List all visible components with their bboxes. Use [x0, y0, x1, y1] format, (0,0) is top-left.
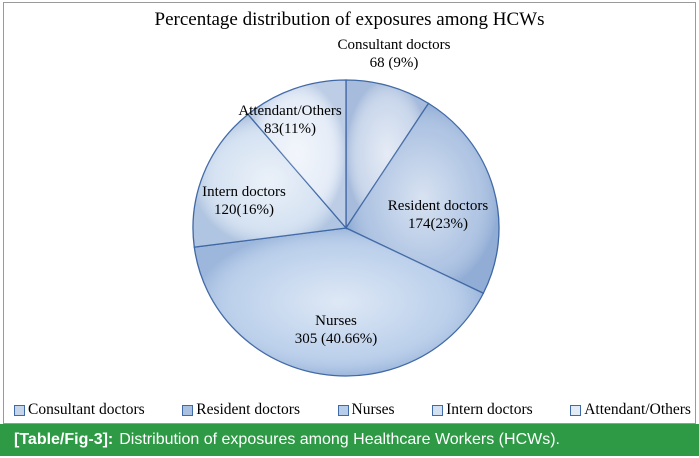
legend-label-intern-doctors: Intern doctors [446, 401, 533, 418]
slice-label-intern-doctors: Intern doctors [202, 184, 286, 200]
pie-chart: Consultant doctors 68 (9%) Resident doctor… [192, 37, 500, 377]
slice-label-attendant-others: Attendant/Others [238, 103, 341, 119]
chart-legend: Consultant doctors Resident doctors Nurses… [14, 401, 691, 419]
legend-swatch-attendant-others [570, 404, 582, 416]
legend-label-nurses: Nurses [351, 401, 395, 418]
legend-label-resident-doctors: Resident doctors [196, 401, 300, 418]
caption-text: Distribution of exposures among Healthca… [119, 431, 560, 448]
chart-frame: Percentage distribution of exposures amo… [3, 2, 696, 424]
figure-caption: [Table/Fig-3]: Distribution of exposures… [0, 424, 699, 456]
pie-slice-shade-consultant-doctors [346, 80, 429, 228]
slice-label-resident-doctors: Resident doctors [388, 198, 489, 214]
slice-label-consultant-doctors: Consultant doctors [338, 37, 451, 53]
legend-item-consultant-doctors: Consultant doctors [14, 401, 145, 419]
pie-slice-shade-intern-doctors [193, 114, 346, 248]
legend-item-resident-doctors: Resident doctors [182, 401, 300, 419]
legend-label-consultant-doctors: Consultant doctors [28, 401, 145, 418]
legend-label-attendant-others: Attendant/Others [584, 401, 691, 418]
slice-value-resident-doctors: 174(23%) [408, 216, 468, 232]
legend-swatch-consultant-doctors [14, 404, 25, 416]
caption-label: [Table/Fig-3]: [14, 431, 114, 448]
legend-item-nurses: Nurses [337, 401, 395, 419]
pie-slice-shade-nurses [194, 228, 484, 377]
legend-swatch-intern-doctors [432, 404, 444, 416]
slice-value-intern-doctors: 120(16%) [214, 202, 274, 218]
slice-label-nurses: Nurses [315, 313, 357, 329]
legend-item-attendant-others: Attendant/Others [570, 401, 691, 419]
chart-title: Percentage distribution of exposures amo… [154, 9, 545, 30]
pie-slice-shade-attendant-others [247, 80, 346, 228]
legend-item-intern-doctors: Intern doctors [432, 401, 533, 419]
slice-value-nurses: 305 (40.66%) [295, 331, 378, 347]
slice-value-consultant-doctors: 68 (9%) [370, 55, 419, 71]
legend-swatch-resident-doctors [182, 404, 194, 416]
legend-swatch-nurses [337, 404, 349, 416]
slice-value-attendant-others: 83(11%) [264, 121, 316, 137]
